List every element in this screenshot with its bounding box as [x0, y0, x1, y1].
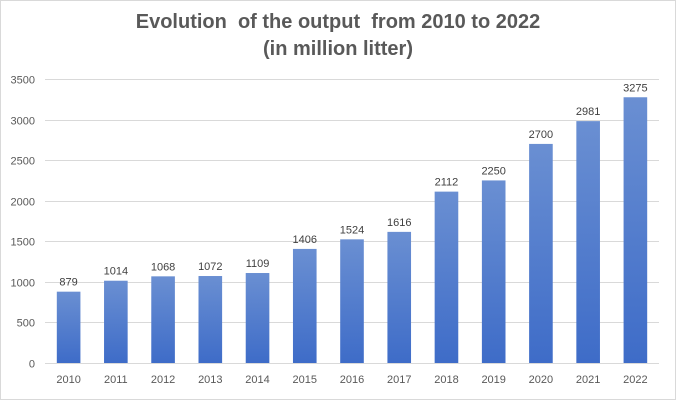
bar-2022 [623, 97, 648, 363]
bar-2016 [340, 239, 364, 363]
bar-2012 [151, 276, 175, 363]
data-label-2014: 1109 [246, 258, 270, 270]
bars [56, 97, 648, 363]
bar-2020 [529, 143, 553, 363]
data-label-2019: 2250 [481, 165, 505, 177]
bar-2013 [198, 276, 223, 363]
x-tick-label: 2010 [56, 374, 80, 386]
bar-2010 [56, 291, 81, 363]
x-tick-label: 2019 [481, 374, 505, 386]
x-tick-label: 2021 [576, 374, 600, 386]
data-label-2020: 2700 [529, 129, 553, 141]
y-tick-label: 2000 [11, 197, 35, 209]
bar-2021 [576, 121, 600, 363]
x-tick-label: 2018 [434, 374, 458, 386]
data-label-2018: 2112 [435, 177, 459, 189]
y-tick-label: 2500 [11, 156, 35, 168]
data-label-2017: 1616 [387, 217, 411, 229]
x-tick-label: 2020 [529, 374, 553, 386]
x-tick-label: 2015 [293, 374, 317, 386]
bar-2017 [387, 231, 412, 363]
chart-title: Evolution of the output from 2010 to 202… [1, 9, 675, 63]
x-tick-label: 2011 [104, 374, 128, 386]
chart-title-line1: Evolution of the output from 2010 to 202… [135, 11, 541, 33]
bar-2014 [245, 273, 270, 363]
x-axis-ticks: 2010 2011 2012 2013 2014 2015 2016 2017 2018 2019… [56, 374, 647, 386]
bar-2018 [434, 191, 459, 363]
data-label-2010: 879 [59, 277, 77, 289]
bar-2019 [481, 180, 506, 363]
x-tick-label: 2016 [340, 374, 364, 386]
bar-2011 [104, 280, 128, 363]
data-label-2016: 1524 [340, 224, 364, 236]
y-tick-label: 0 [29, 359, 35, 371]
data-label-2022: 3275 [623, 82, 647, 94]
y-axis-ticks: 0 500 1000 1500 2000 2500 3000 3500 [11, 75, 35, 371]
x-tick-label: 2022 [623, 374, 647, 386]
data-label-2012: 1068 [151, 261, 175, 273]
y-tick-label: 3000 [11, 116, 35, 128]
x-tick-label: 2017 [387, 374, 411, 386]
data-labels: 879 1014 1068 1072 1109 1406 1524 1616 2112 2250 2… [59, 82, 647, 288]
data-label-2011: 1014 [104, 266, 128, 278]
y-tick-label: 3500 [11, 75, 35, 87]
chart-title-line2: (in million litter) [263, 38, 413, 60]
bar-2015 [292, 248, 317, 363]
data-label-2015: 1406 [293, 234, 317, 246]
data-label-2013: 1072 [198, 261, 222, 273]
x-tick-label: 2013 [198, 374, 222, 386]
y-tick-label: 500 [17, 318, 35, 330]
x-tick-label: 2012 [151, 374, 175, 386]
y-tick-label: 1500 [11, 237, 35, 249]
y-tick-label: 1000 [11, 278, 35, 290]
x-tick-label: 2014 [245, 374, 269, 386]
data-label-2021: 2981 [576, 106, 600, 118]
